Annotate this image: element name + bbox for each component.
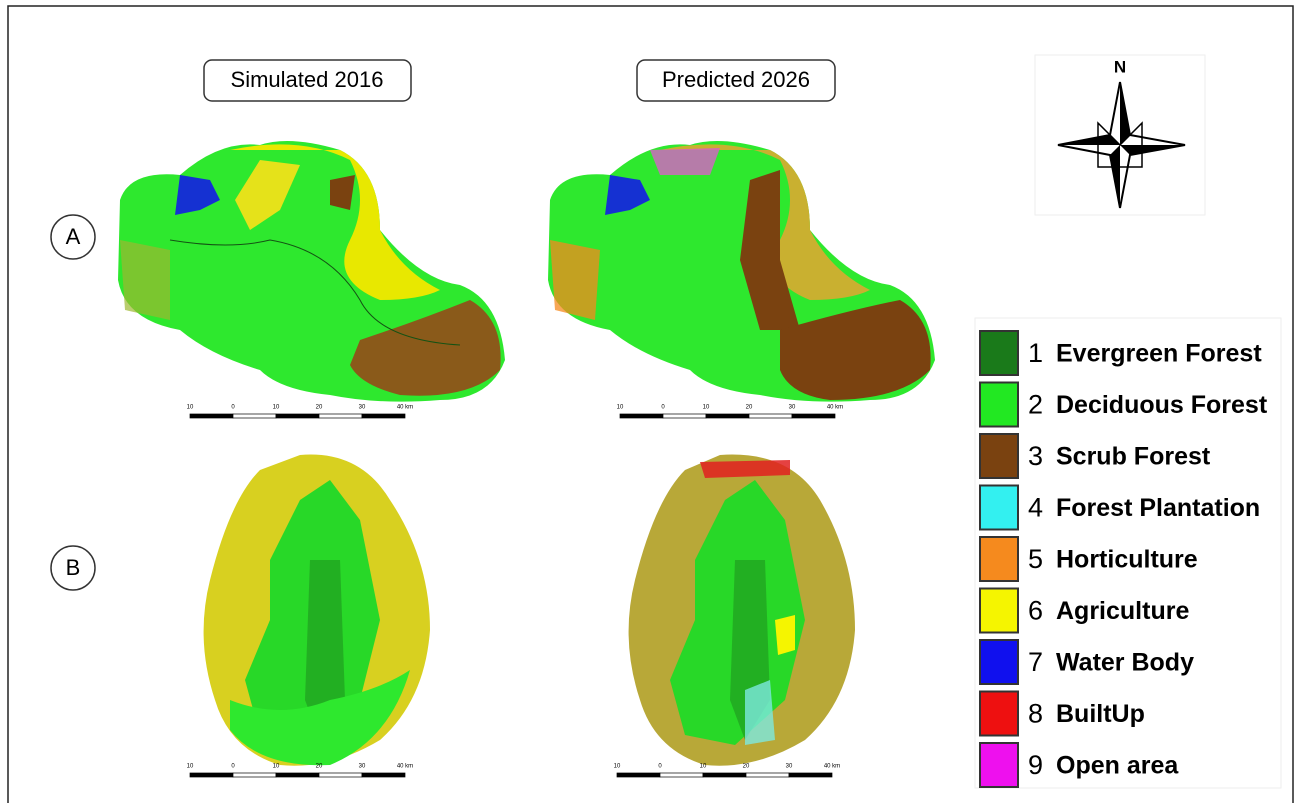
legend-number: 9 xyxy=(1028,750,1043,780)
scale-label: 10 xyxy=(187,764,194,770)
scale-label: 30 xyxy=(786,764,793,770)
scale-label: 30 xyxy=(789,405,796,411)
legend-number: 8 xyxy=(1028,699,1043,729)
legend-label: Deciduous Forest xyxy=(1056,391,1268,419)
legend-number: 5 xyxy=(1028,544,1043,574)
legend-label: Water Body xyxy=(1056,649,1194,677)
scale-label: 10 xyxy=(273,764,280,770)
scale-segment xyxy=(319,773,362,777)
scale-segment xyxy=(190,773,233,777)
legend-swatch xyxy=(980,434,1018,478)
scale-segment xyxy=(792,414,835,418)
scale-segment xyxy=(749,414,792,418)
row-label: A xyxy=(66,224,81,249)
scale-segment xyxy=(789,773,832,777)
scale-label: 40 km xyxy=(397,764,413,770)
column-header: Predicted 2026 xyxy=(662,67,810,92)
scale-label: 20 xyxy=(316,764,323,770)
scale-label: 20 xyxy=(743,764,750,770)
scale-label: 10 xyxy=(187,405,194,411)
legend-swatch xyxy=(980,383,1018,427)
scale-label: 10 xyxy=(700,764,707,770)
scale-label: 30 xyxy=(359,764,366,770)
legend-swatch xyxy=(980,331,1018,375)
scale-segment xyxy=(190,414,233,418)
legend-number: 6 xyxy=(1028,596,1043,626)
legend-swatch xyxy=(980,640,1018,684)
legend-label: Horticulture xyxy=(1056,546,1198,574)
scale-segment xyxy=(319,414,362,418)
legend-label: Open area xyxy=(1056,752,1179,780)
legend-label: Evergreen Forest xyxy=(1056,340,1262,368)
legend-label: Forest Plantation xyxy=(1056,494,1260,522)
scale-segment xyxy=(276,773,319,777)
scale-label: 10 xyxy=(614,764,621,770)
scale-label: 10 xyxy=(273,405,280,411)
legend-number: 3 xyxy=(1028,441,1043,471)
scale-label: 40 km xyxy=(397,405,413,411)
scale-segment xyxy=(660,773,703,777)
legend-swatch xyxy=(980,537,1018,581)
scale-label: 20 xyxy=(746,405,753,411)
scale-label: 20 xyxy=(316,405,323,411)
legend-swatch xyxy=(980,589,1018,633)
figure: Simulated 2016 Predicted 2026 A B xyxy=(0,0,1301,803)
legend-number: 7 xyxy=(1028,647,1043,677)
scale-segment xyxy=(706,414,749,418)
scale-segment xyxy=(663,414,706,418)
legend-number: 2 xyxy=(1028,390,1043,420)
legend-swatch xyxy=(980,486,1018,530)
scale-segment xyxy=(620,414,663,418)
scale-segment xyxy=(362,773,405,777)
legend-number: 4 xyxy=(1028,493,1043,523)
scale-segment xyxy=(233,414,276,418)
scale-label: 40 km xyxy=(824,764,840,770)
compass-label: N xyxy=(1114,57,1126,76)
legend-number: 1 xyxy=(1028,338,1043,368)
scale-segment xyxy=(276,414,319,418)
scale-segment xyxy=(362,414,405,418)
compass: N xyxy=(1035,55,1205,215)
scale-label: 30 xyxy=(359,405,366,411)
scale-label: 40 km xyxy=(827,405,843,411)
scale-segment xyxy=(617,773,660,777)
scale-segment xyxy=(703,773,746,777)
row-label: B xyxy=(66,555,81,580)
column-header: Simulated 2016 xyxy=(231,67,384,92)
scale-segment xyxy=(233,773,276,777)
legend-label: Agriculture xyxy=(1056,597,1189,625)
legend-label: Scrub Forest xyxy=(1056,443,1211,471)
legend-swatch xyxy=(980,743,1018,787)
scale-label: 10 xyxy=(617,405,624,411)
legend-label: BuiltUp xyxy=(1056,700,1145,728)
scale-label: 10 xyxy=(703,405,710,411)
scale-segment xyxy=(746,773,789,777)
legend-swatch xyxy=(980,692,1018,736)
